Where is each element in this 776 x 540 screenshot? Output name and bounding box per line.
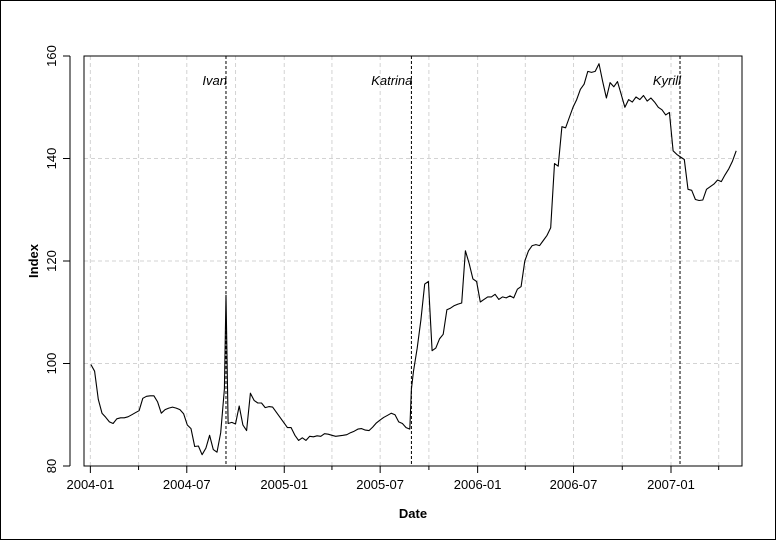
series-line-0 <box>90 63 737 456</box>
series-group <box>90 63 737 456</box>
x-axis-title: Date <box>399 506 427 521</box>
y-tick-label: 100 <box>44 353 59 375</box>
x-tick-label: 2005-07 <box>356 477 404 492</box>
x-tick-label: 2004-07 <box>163 477 211 492</box>
grid-lines <box>84 55 742 467</box>
y-tick-label: 80 <box>44 459 59 473</box>
x-tick-label: 2006-07 <box>550 477 598 492</box>
x-axis: 2004-01 2004-07 2005-01 2005-07 2006-01 2006-… <box>66 465 720 492</box>
event-label-katrina: Katrina <box>371 73 412 88</box>
y-tick-label: 160 <box>44 45 59 67</box>
x-tick-label: 2006-01 <box>454 477 502 492</box>
y-tick-label: 140 <box>44 148 59 170</box>
y-axis-title: Index <box>26 243 41 278</box>
x-tick-label: 2007-01 <box>647 477 695 492</box>
x-tick-label: 2005-01 <box>260 477 308 492</box>
x-tick-label: 2004-01 <box>66 477 114 492</box>
event-label-ivan: Ivan <box>202 73 227 88</box>
y-axis: 80 100 120 140 160 <box>44 45 71 473</box>
event-label-kyrill: Kyrill <box>653 73 682 88</box>
y-tick-label: 120 <box>44 250 59 272</box>
